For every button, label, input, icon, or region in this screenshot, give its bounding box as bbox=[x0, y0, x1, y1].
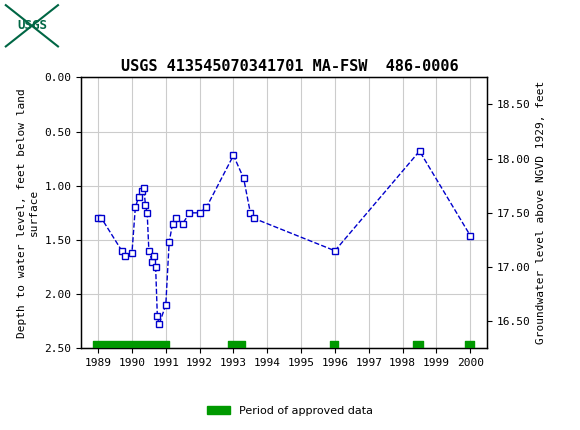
Text: USGS 413545070341701 MA-FSW  486-0006: USGS 413545070341701 MA-FSW 486-0006 bbox=[121, 59, 459, 74]
Bar bbox=[6, 5, 58, 46]
Text: USGS: USGS bbox=[17, 19, 47, 32]
Legend: Period of approved data: Period of approved data bbox=[203, 401, 377, 420]
Y-axis label: Groundwater level above NGVD 1929, feet: Groundwater level above NGVD 1929, feet bbox=[536, 81, 546, 344]
Y-axis label: Depth to water level, feet below land
surface: Depth to water level, feet below land su… bbox=[17, 88, 39, 338]
